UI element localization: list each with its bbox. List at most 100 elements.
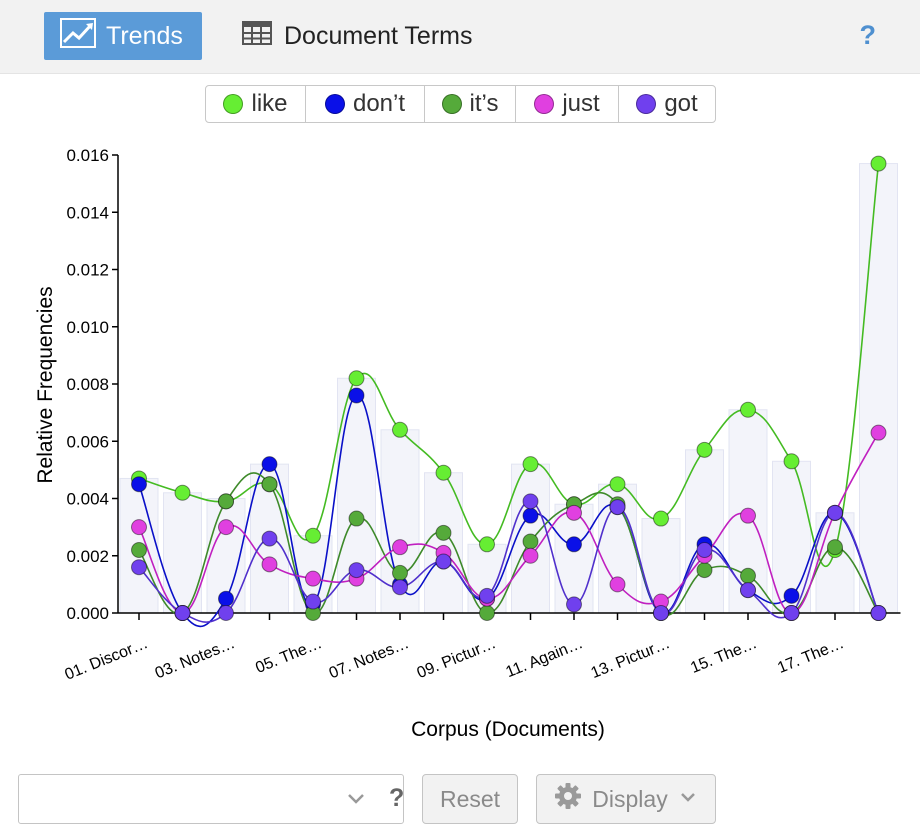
data-point-like — [609, 476, 626, 493]
y-tick-label: 0.012 — [66, 261, 109, 280]
legend-dot — [324, 94, 345, 114]
data-point-its — [261, 476, 278, 493]
x-tick-label: 15. The… — [688, 635, 759, 677]
display-button[interactable]: Display — [536, 774, 716, 824]
data-point-got — [696, 542, 713, 559]
data-point-got — [870, 605, 887, 621]
background-bar — [685, 449, 724, 614]
data-point-just — [131, 519, 147, 536]
data-point-dont — [218, 590, 234, 607]
background-bar — [859, 163, 898, 614]
series-line-like — [138, 163, 880, 568]
data-point-like — [435, 464, 452, 481]
tab-trends-label: Trends — [106, 21, 183, 50]
data-point-dont — [261, 456, 278, 473]
legend-label: got — [664, 90, 698, 117]
data-point-like — [696, 441, 713, 458]
search-help-icon[interactable]: ? — [389, 784, 405, 812]
data-point-just — [740, 507, 756, 524]
data-point-got — [522, 493, 539, 510]
table-grid-icon — [242, 20, 272, 52]
tab-trends[interactable]: Trends — [44, 12, 202, 60]
y-axis-title: Relative Frequencies — [34, 286, 57, 483]
legend-dot — [441, 94, 462, 114]
gear-icon — [554, 782, 582, 816]
data-point-dont — [783, 587, 800, 604]
data-point-got — [827, 504, 843, 521]
data-point-got — [740, 582, 756, 599]
y-tick-label: 0.008 — [66, 375, 109, 394]
data-point-like — [479, 536, 495, 553]
data-point-just — [218, 519, 234, 536]
x-tick-label: 17. The… — [775, 635, 846, 677]
term-search-combobox[interactable]: ? — [18, 774, 404, 824]
data-point-dont — [522, 507, 539, 524]
data-point-got — [174, 605, 191, 621]
legend-label: just — [562, 90, 600, 117]
legend-label: like — [251, 90, 288, 117]
bottom-controls: ? Reset Display — [0, 760, 920, 836]
x-tick-label: 05. The… — [253, 635, 324, 677]
trend-chart-icon — [60, 17, 96, 55]
background-bar — [424, 472, 463, 614]
data-point-just — [392, 539, 408, 556]
toolbar: Trends Document Terms ? — [0, 0, 920, 74]
data-point-just — [261, 556, 278, 573]
data-point-like — [174, 484, 191, 501]
legend-dot — [636, 94, 657, 114]
data-point-got — [479, 587, 495, 604]
data-point-like — [348, 370, 365, 387]
data-point-its — [435, 524, 452, 541]
series-line-dont — [138, 394, 880, 628]
legend-item-got[interactable]: got — [619, 86, 715, 122]
legend-dot — [223, 94, 244, 114]
data-point-got — [609, 499, 626, 516]
y-tick-label: 0.010 — [66, 318, 109, 337]
term-search-input[interactable] — [25, 781, 319, 819]
data-point-dont — [566, 536, 582, 553]
series-line-just — [138, 432, 880, 614]
data-point-like — [740, 401, 756, 418]
data-point-just — [522, 547, 539, 564]
x-tick-label: 11. Again… — [504, 635, 586, 681]
data-point-like — [653, 510, 669, 527]
x-axis-title: Corpus (Documents) — [411, 718, 605, 741]
x-tick-label: 07. Notes… — [327, 635, 412, 682]
legend-item-like[interactable]: like — [206, 86, 306, 122]
y-tick-label: 0.016 — [66, 146, 109, 165]
y-tick-label: 0.000 — [66, 604, 109, 623]
data-point-dont — [348, 387, 365, 404]
legend-item-its[interactable]: it’s — [425, 86, 516, 122]
data-point-its — [218, 493, 234, 510]
data-point-got — [131, 559, 147, 576]
y-tick-label: 0.004 — [66, 490, 109, 509]
data-point-its — [696, 562, 713, 579]
legend-dot — [534, 94, 555, 114]
data-point-just — [305, 570, 321, 587]
data-point-dont — [131, 476, 147, 493]
tab-document-terms[interactable]: Document Terms — [242, 12, 473, 60]
y-tick-label: 0.006 — [66, 432, 109, 451]
data-point-got — [392, 579, 408, 596]
data-point-its — [392, 564, 408, 581]
legend-item-dont[interactable]: don’t — [306, 86, 425, 122]
data-point-got — [653, 605, 669, 621]
data-point-its — [740, 567, 756, 584]
x-tick-label: 03. Notes… — [153, 635, 238, 682]
data-point-like — [783, 453, 800, 470]
tab-document-terms-label: Document Terms — [284, 21, 473, 50]
background-bar — [163, 492, 202, 614]
help-icon[interactable]: ? — [859, 20, 877, 50]
legend-item-just[interactable]: just — [516, 86, 619, 122]
chevron-down-icon[interactable] — [345, 787, 367, 814]
x-tick-label: 09. Pictur… — [415, 635, 499, 682]
data-point-its — [827, 539, 843, 556]
data-point-just — [566, 504, 582, 521]
data-point-just — [609, 576, 626, 593]
reset-button[interactable]: Reset — [422, 774, 518, 824]
data-point-got — [305, 593, 321, 610]
data-point-got — [435, 553, 452, 570]
legend-label: don’t — [352, 90, 406, 117]
data-point-its — [131, 542, 147, 559]
data-point-its — [348, 510, 365, 527]
